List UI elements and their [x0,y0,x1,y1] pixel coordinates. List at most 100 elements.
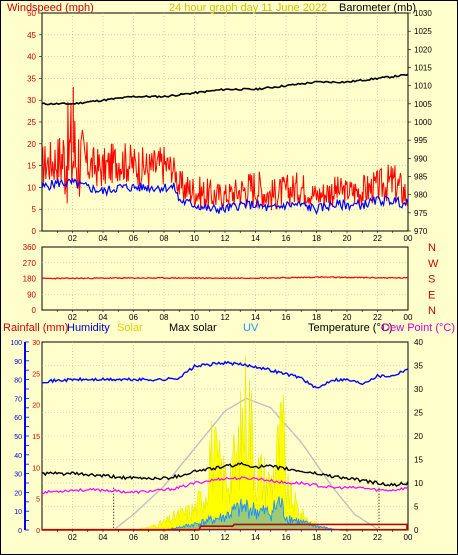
max-solar-series [113,397,380,531]
x-tick-label: 20 [343,313,352,322]
y-left-tick-label: 180 [23,275,37,284]
y-left-tick-label: 270 [23,259,37,268]
x-tick-label: 10 [190,313,199,322]
temp-tick-label: 5 [414,503,419,512]
y-right-tick-label: 980 [414,191,428,200]
temp-tick-label: 35 [414,362,423,371]
x-tick-label: 22 [373,533,382,542]
x-tick-label: 12 [221,234,230,243]
y-right-tick-label: 1015 [414,64,432,73]
humidity-tick-label: 50 [14,434,22,441]
compass-tick-label: W [428,258,439,270]
y-right-tick-label: 1020 [414,45,432,54]
dew-point-series [41,476,409,495]
y-left-tick-label: 35 [27,74,36,83]
y-right-tick-label: 985 [414,173,428,182]
x-tick-label: 02 [68,313,77,322]
humidity-label: Humidity [67,322,110,334]
x-tick-label: 14 [251,313,260,322]
y-left-tick-label: 25 [27,118,36,127]
temperature-label: Temperature (°C) [308,322,392,334]
x-tick-label: 16 [282,234,291,243]
wind-ticks: 02 04 06 08 10 12 14 16 18 20 22 000510152025303540… [27,9,432,243]
temp-tick-label: 0 [414,526,419,535]
x-tick-label: 16 [282,533,291,542]
temp-tick-label: 10 [414,479,423,488]
y-right-tick-label: 1030 [414,9,432,18]
compass-tick-label: E [428,289,435,301]
y-left-tick-label: 15 [27,162,36,171]
x-tick-label: 22 [373,234,382,243]
compass-tick-label: N [428,242,436,254]
rain-tick-label: 5 [36,497,40,504]
x-tick-label: 20 [343,533,352,542]
temp-tick-label: 25 [414,409,423,418]
direction-series [41,276,409,280]
temp-tick-label: 40 [414,338,423,347]
x-tick-label: 04 [99,234,108,243]
y-left-tick-label: 40 [27,53,36,62]
humidity-series [41,360,409,389]
x-tick-label: 02 [68,234,77,243]
x-tick-label: 18 [312,533,321,542]
rain-tick-label: 15 [32,434,40,441]
y-left-tick-label: 20 [27,140,36,149]
rain-tick-label: 20 [32,403,40,410]
y-left-tick-label: 30 [27,96,36,105]
max-solar-label: Max solar [169,322,217,334]
y-right-tick-label: 975 [414,209,428,218]
x-tick-label: 00 [404,313,413,322]
rain-tick-label: 25 [32,371,40,378]
humidity-tick-label: 0 [18,528,22,535]
rain-tick-label: 10 [32,465,40,472]
x-tick-label: 06 [129,533,138,542]
temp-tick-label: 20 [414,432,423,441]
humidity-tick-label: 60 [14,415,22,422]
humidity-tick-label: 20 [14,490,22,497]
x-tick-label: 20 [343,234,352,243]
barometer-label: Barometer (mb) [339,2,416,14]
x-tick-label: 14 [251,234,260,243]
uv-label: UV [243,322,259,334]
y-right-tick-label: 1005 [414,100,432,109]
y-left-tick-label: 45 [27,31,36,40]
y-left-tick-label: 360 [23,243,37,252]
dew-point-label: Dew Point (°C) [382,322,455,334]
rain-tick-label: 0 [36,528,40,535]
x-tick-label: 10 [190,533,199,542]
x-tick-label: 18 [312,234,321,243]
y-left-tick-label: 0 [32,227,37,236]
weather-ticks: 02 04 06 08 10 12 14 16 18 20 22 000102030405060708… [10,338,423,542]
solar-label: Solar [117,322,143,334]
x-tick-label: 00 [404,533,413,542]
y-left-tick-label: 90 [27,290,36,299]
x-tick-label: 06 [129,313,138,322]
x-tick-label: 04 [99,533,108,542]
wind-low-series [41,177,409,215]
y-right-tick-label: 990 [414,154,428,163]
compass-tick-label: S [428,274,435,286]
windspeed-label: Windspeed (mph) [7,2,94,14]
graph-title: 24 hour graph day 11 June 2022 [169,2,327,14]
x-tick-label: 18 [312,313,321,322]
y-left-tick-label: 50 [27,9,36,18]
wind-grid [42,13,408,231]
rainfall-label: Rainfall (mm) [3,322,68,334]
x-tick-label: 08 [160,234,169,243]
x-tick-label: 06 [129,234,138,243]
y-right-tick-label: 1010 [414,82,432,91]
temp-tick-label: 30 [414,385,423,394]
y-right-tick-label: 1025 [414,27,432,36]
barometer-series [41,73,409,106]
y-right-tick-label: 995 [414,136,428,145]
humidity-tick-label: 70 [14,396,22,403]
wind-series [41,73,409,215]
direction-ticks: 02 04 06 08 10 12 14 16 18 20 22 00090180270360NESW… [23,242,439,322]
humidity-tick-label: 10 [14,509,22,516]
humidity-tick-label: 90 [14,359,22,366]
compass-tick-label: N [428,305,436,317]
rain-tick-label: 30 [32,340,40,347]
x-tick-label: 12 [221,533,230,542]
